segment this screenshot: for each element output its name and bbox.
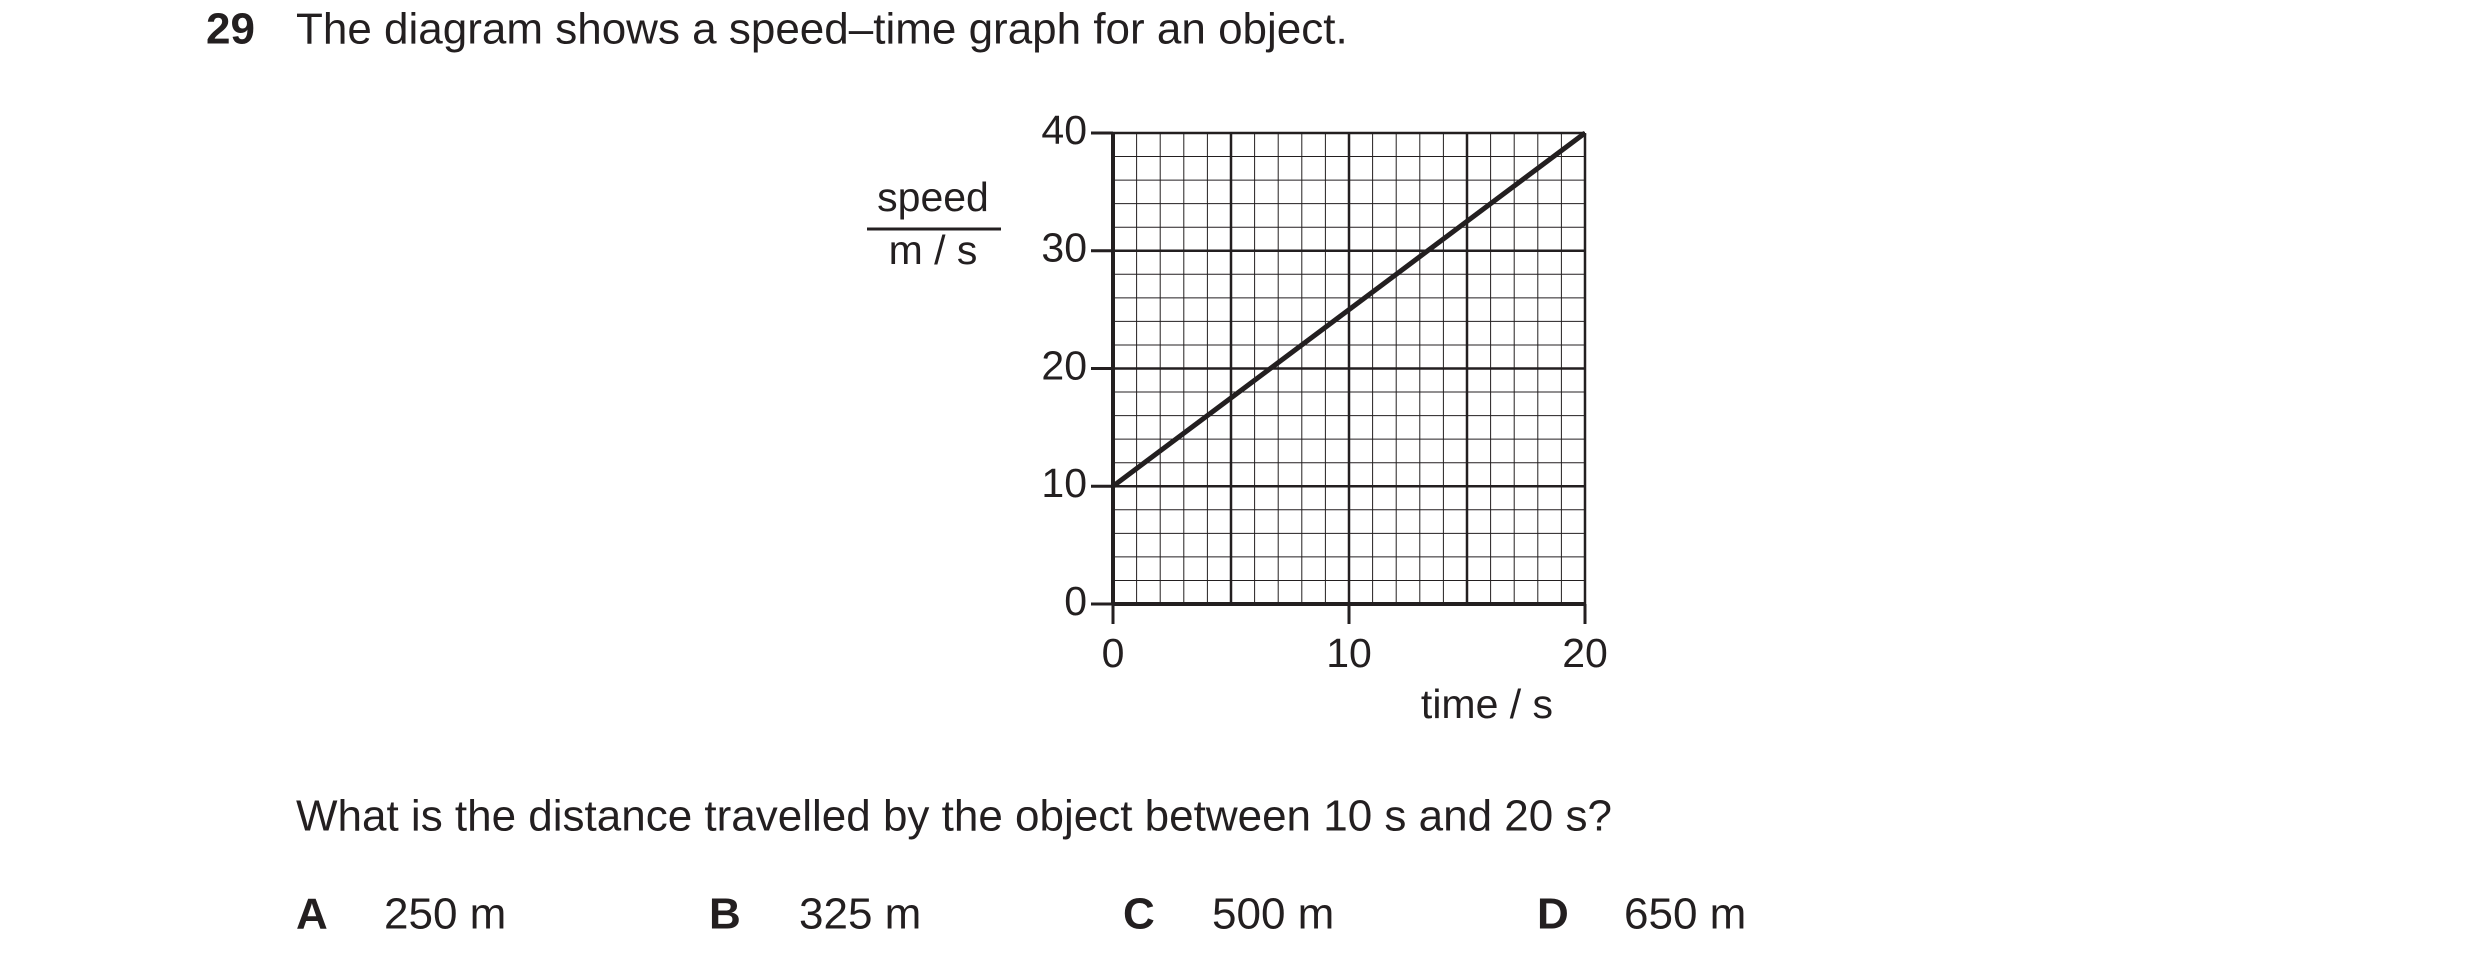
y-tick-label: 40 (1041, 107, 1087, 153)
chart: 0 10 20 30 40 0 10 20 (1041, 107, 1607, 676)
option-text: 650 m (1624, 890, 1746, 939)
option-letter: D (1537, 890, 1569, 939)
option-letter: C (1123, 890, 1155, 939)
y-tick-label: 20 (1041, 342, 1087, 388)
x-tick-label: 20 (1562, 630, 1608, 676)
x-tick-label: 10 (1326, 630, 1372, 676)
y-tick-label: 10 (1041, 460, 1087, 506)
option-letter: B (709, 890, 741, 939)
option-text: 325 m (799, 890, 921, 939)
question-prompt: What is the distance travelled by the ob… (296, 792, 1612, 841)
speed-line (1111, 130, 1587, 489)
y-tick-label: 0 (1064, 578, 1087, 624)
y-axis-quantity: speed (877, 174, 989, 220)
x-tick-label: 0 (1102, 630, 1125, 676)
option-text: 250 m (384, 890, 506, 939)
y-axis-unit: m / s (889, 227, 978, 273)
question-number: 29 (206, 5, 255, 54)
question-text: The diagram shows a speed–time graph for… (296, 5, 1348, 54)
options: A 250 m B 325 m C 500 m D 650 m (296, 890, 1746, 939)
option-text: 500 m (1212, 890, 1334, 939)
x-axis-label: time / s (1421, 681, 1553, 727)
y-tick-label: 30 (1041, 225, 1087, 271)
option-letter: A (296, 890, 328, 939)
